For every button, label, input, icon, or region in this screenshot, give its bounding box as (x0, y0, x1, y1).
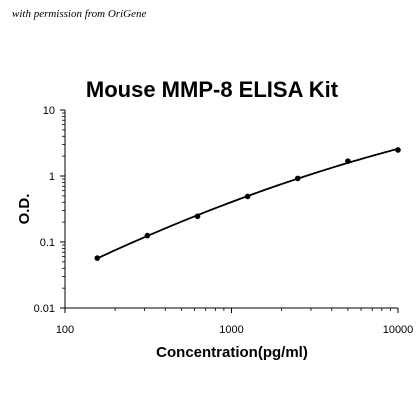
y-axis-label: O.D. (16, 194, 33, 225)
data-point (244, 193, 251, 200)
y-tick-label: 10 (43, 105, 55, 117)
data-point (294, 175, 301, 182)
y-tick-label: 0.01 (34, 303, 55, 315)
x-tick-label: 100 (56, 324, 74, 336)
chart-title: Mouse MMP-8 ELISA Kit (86, 77, 339, 102)
data-point (194, 213, 201, 220)
x-tick-label: 1000 (219, 324, 243, 336)
data-points (94, 147, 401, 261)
data-point (345, 158, 351, 164)
y-tick-label: 0.1 (40, 237, 55, 249)
x-axis-ticks: 100 1000 10000 (56, 308, 413, 336)
y-axis-ticks: 0.01 0.1 1 10 (34, 105, 65, 315)
y-tick-label: 1 (49, 171, 55, 183)
data-point (395, 147, 401, 153)
x-axis-label: Concentration(pg/ml) (156, 344, 308, 361)
fit-curve (96, 147, 399, 260)
x-tick-label: 10000 (383, 324, 414, 336)
watermark-text: with permission from OriGene (12, 8, 147, 20)
data-point (94, 255, 101, 261)
plot-frame (64, 110, 398, 309)
data-point (144, 232, 151, 239)
